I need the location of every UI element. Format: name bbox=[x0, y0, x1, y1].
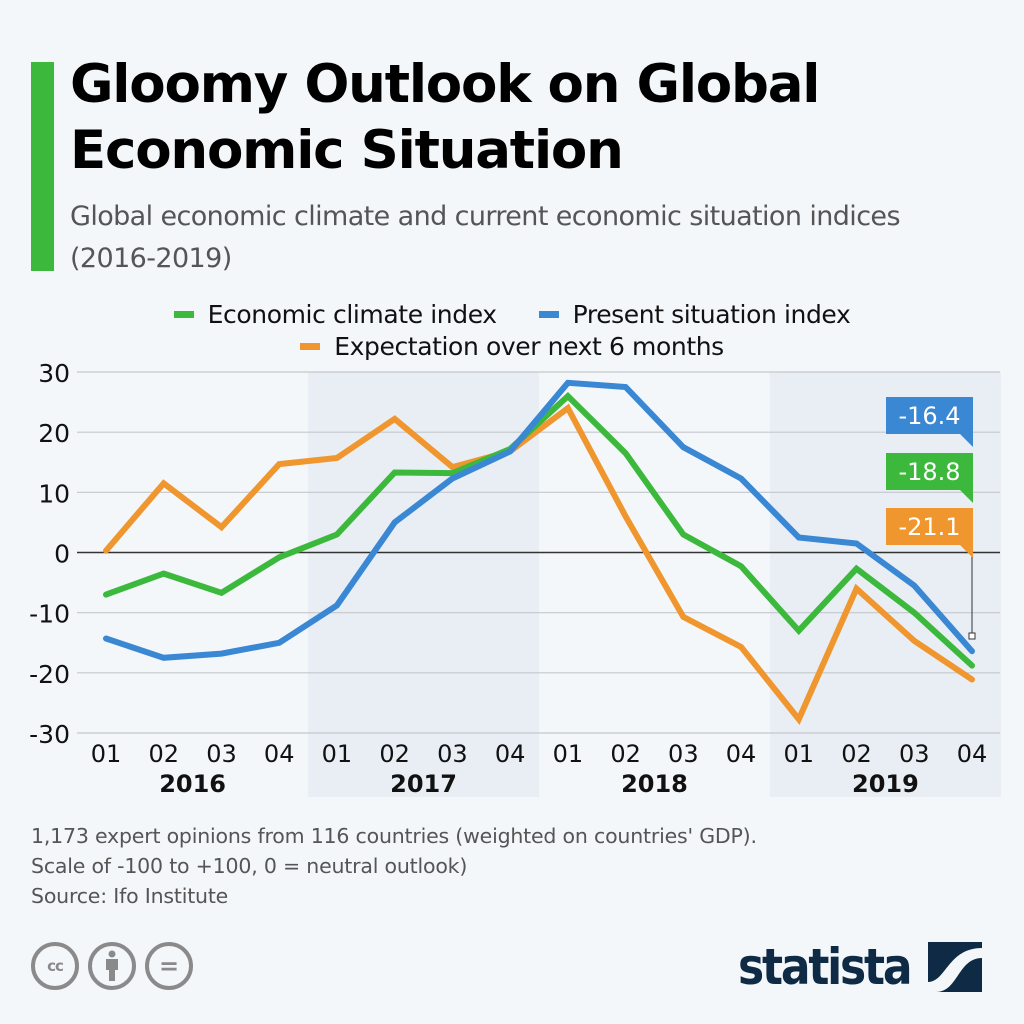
cc-glyph: cc bbox=[47, 957, 64, 975]
footnote-scale: Scale of -100 to +100, 0 = neutral outlo… bbox=[31, 854, 468, 878]
series-line-present-situation-index bbox=[103, 379, 975, 661]
series-line-expectation-over-next-6-months bbox=[103, 403, 975, 725]
year-band-2019 bbox=[769, 372, 1001, 797]
year-label: 2017 bbox=[390, 770, 457, 798]
attribution-icon[interactable] bbox=[88, 942, 136, 990]
value-callout-box bbox=[886, 397, 973, 447]
x-tick-label: 01 bbox=[553, 740, 584, 768]
value-callout-label: -21.1 bbox=[898, 513, 960, 541]
year-label: 2019 bbox=[852, 770, 919, 798]
legend-label: Economic climate index bbox=[207, 299, 497, 329]
title-line-1: Gloomy Outlook on Global bbox=[70, 54, 820, 115]
value-callout-box bbox=[886, 453, 973, 503]
person-glyph bbox=[106, 950, 118, 981]
x-tick-label: 04 bbox=[495, 740, 526, 768]
y-tick-label: -20 bbox=[29, 660, 70, 689]
legend-item-expectation: Expectation over next 6 months bbox=[300, 332, 724, 361]
footnote-sample: 1,173 expert opinions from 116 countries… bbox=[31, 824, 757, 848]
chart-subtitle: Global economic climate and current econ… bbox=[70, 201, 901, 274]
x-tick-label: 01 bbox=[322, 740, 353, 768]
value-callout-label: -18.8 bbox=[898, 458, 960, 486]
no-derivatives-icon[interactable]: = bbox=[145, 942, 193, 990]
x-tick-label: 02 bbox=[610, 740, 641, 768]
statista-logo-icon bbox=[927, 942, 982, 992]
statista-logo[interactable]: statista bbox=[738, 938, 982, 996]
legend-swatch-green bbox=[173, 310, 194, 318]
y-tick-label: -10 bbox=[29, 600, 70, 629]
x-tick-label: 03 bbox=[668, 740, 699, 768]
y-tick-label: 30 bbox=[38, 359, 70, 388]
footer-notes: 1,173 expert opinions from 116 countries… bbox=[31, 821, 757, 911]
legend: Economic climate index Present situation… bbox=[0, 298, 1024, 362]
series-line-economic-climate-index bbox=[103, 391, 975, 669]
brand-wordmark: statista bbox=[738, 938, 913, 996]
legend-label: Expectation over next 6 months bbox=[334, 331, 724, 361]
x-tick-label: 02 bbox=[841, 740, 872, 768]
legend-item-economic-climate: Economic climate index bbox=[173, 299, 497, 329]
year-label: 2018 bbox=[621, 770, 688, 798]
value-callout-label: -16.4 bbox=[898, 402, 960, 430]
legend-swatch-blue bbox=[538, 310, 559, 318]
y-tick-label: 0 bbox=[54, 540, 70, 569]
annotation-anchor bbox=[968, 632, 976, 640]
x-tick-label: 01 bbox=[784, 740, 815, 768]
x-tick-label: 01 bbox=[91, 740, 122, 768]
source-text: Source: Ifo Institute bbox=[31, 884, 229, 908]
y-tick-label: 10 bbox=[38, 479, 70, 508]
year-label: 2016 bbox=[159, 770, 226, 798]
y-tick-label: 20 bbox=[38, 419, 70, 448]
x-tick-label: 04 bbox=[726, 740, 757, 768]
legend-item-present-situation: Present situation index bbox=[538, 299, 851, 329]
title-accent-bar bbox=[31, 62, 54, 271]
title-line-2: Economic Situation bbox=[70, 120, 624, 181]
equals-glyph: = bbox=[158, 952, 180, 980]
x-tick-label: 02 bbox=[379, 740, 410, 768]
license-icons: cc = bbox=[31, 942, 193, 990]
x-tick-label: 03 bbox=[899, 740, 930, 768]
x-tick-label: 04 bbox=[264, 740, 295, 768]
x-tick-label: 03 bbox=[437, 740, 468, 768]
x-tick-label: 02 bbox=[148, 740, 179, 768]
x-tick-label: 03 bbox=[206, 740, 237, 768]
y-tick-label: -30 bbox=[29, 720, 70, 749]
chart-title: Gloomy Outlook on Global Economic Situat… bbox=[70, 52, 970, 184]
legend-swatch-orange bbox=[300, 342, 321, 350]
legend-label: Present situation index bbox=[572, 299, 851, 329]
x-tick-label: 04 bbox=[957, 740, 988, 768]
value-callout-box bbox=[886, 508, 973, 558]
cc-icon[interactable]: cc bbox=[31, 942, 79, 990]
